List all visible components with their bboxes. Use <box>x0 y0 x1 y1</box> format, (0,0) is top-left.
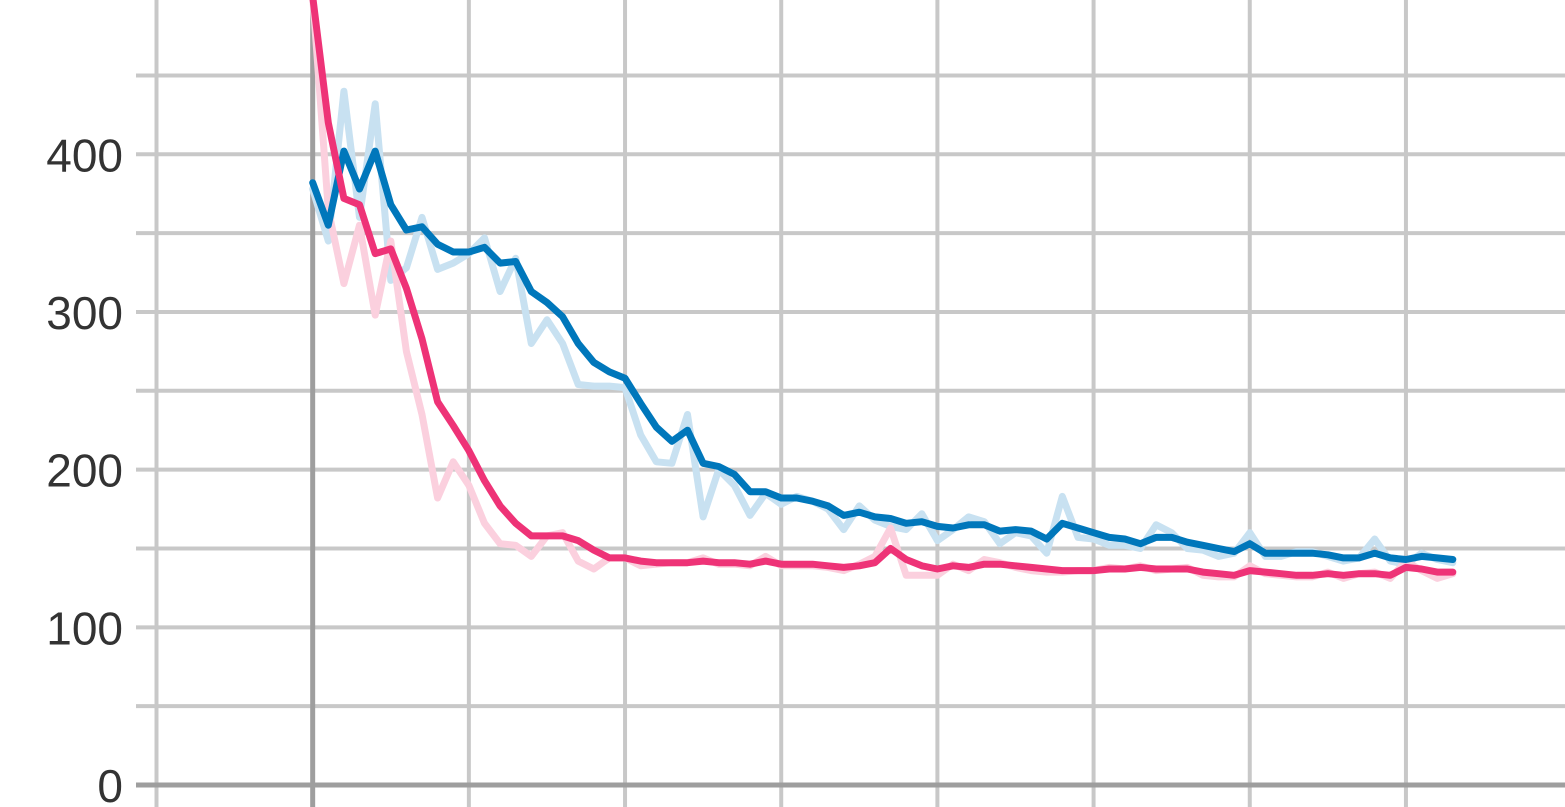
y-tick-label-400: 400 <box>46 129 123 181</box>
series-1-smoothed-line <box>309 147 1457 563</box>
y-tick-label-100: 100 <box>46 602 123 654</box>
smoothed-series-lines <box>309 0 1457 579</box>
series-2-raw-line <box>309 0 1457 582</box>
axes <box>136 0 1565 807</box>
raw-series-lines <box>309 0 1457 582</box>
y-tick-label-200: 200 <box>46 445 123 497</box>
series-2-smoothed-line <box>309 0 1457 579</box>
y-tick-label-300: 300 <box>46 287 123 339</box>
y-tick-label-0: 0 <box>97 760 123 807</box>
y-tick-labels: 0 100 200 300 400 <box>46 129 123 807</box>
series-1-raw-line <box>309 87 1457 568</box>
